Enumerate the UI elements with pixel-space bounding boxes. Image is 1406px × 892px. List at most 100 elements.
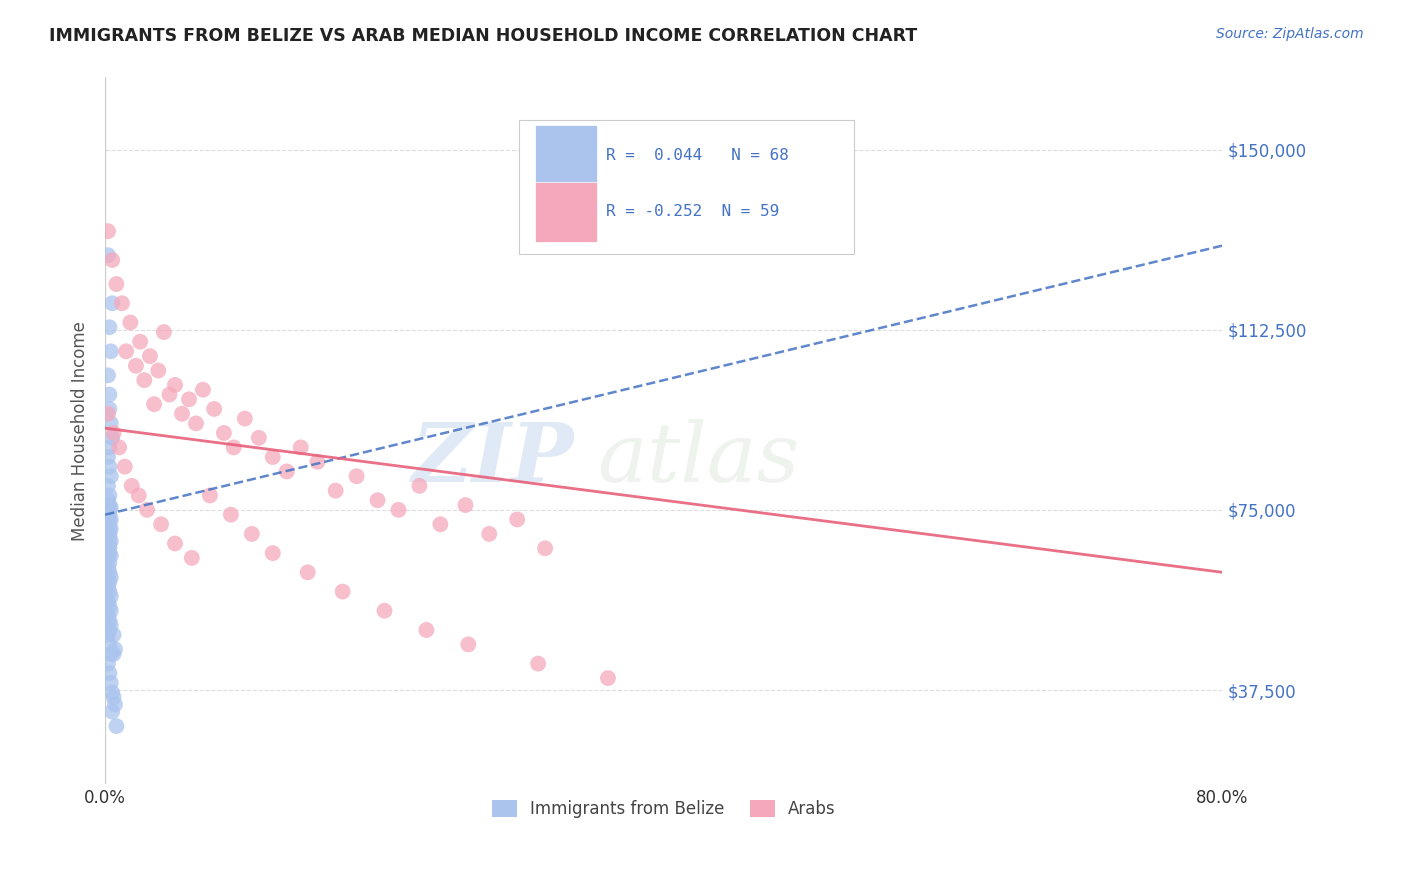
Point bbox=[325, 483, 347, 498]
Point bbox=[97, 248, 120, 262]
Point bbox=[97, 550, 120, 565]
Text: R =  0.044   N = 68: R = 0.044 N = 68 bbox=[606, 148, 789, 163]
Point bbox=[307, 455, 329, 469]
Point bbox=[103, 628, 125, 642]
Point bbox=[387, 503, 409, 517]
Point bbox=[128, 488, 150, 502]
Point bbox=[139, 349, 162, 363]
Point bbox=[97, 628, 120, 642]
Point bbox=[97, 224, 120, 238]
Point bbox=[108, 441, 131, 455]
Point bbox=[104, 642, 127, 657]
Point bbox=[98, 515, 121, 529]
Point bbox=[100, 590, 122, 604]
Point bbox=[103, 690, 125, 705]
Point bbox=[134, 373, 156, 387]
Point bbox=[143, 397, 166, 411]
Point bbox=[222, 441, 245, 455]
Point bbox=[177, 392, 200, 407]
Point bbox=[97, 517, 120, 532]
Point bbox=[97, 368, 120, 383]
Point bbox=[129, 334, 152, 349]
Text: ZIP: ZIP bbox=[412, 419, 575, 499]
Point bbox=[100, 417, 122, 431]
Point bbox=[105, 719, 128, 733]
Point bbox=[98, 584, 121, 599]
FancyBboxPatch shape bbox=[536, 125, 596, 186]
Point bbox=[98, 566, 121, 580]
Point bbox=[114, 459, 136, 474]
Point bbox=[373, 604, 395, 618]
Point bbox=[100, 647, 122, 661]
Point bbox=[180, 550, 202, 565]
Point bbox=[103, 425, 125, 440]
Point bbox=[346, 469, 368, 483]
Point bbox=[98, 613, 121, 627]
Y-axis label: Median Household Income: Median Household Income bbox=[72, 320, 89, 541]
Point bbox=[100, 549, 122, 563]
Point bbox=[97, 608, 120, 623]
Text: IMMIGRANTS FROM BELIZE VS ARAB MEDIAN HOUSEHOLD INCOME CORRELATION CHART: IMMIGRANTS FROM BELIZE VS ARAB MEDIAN HO… bbox=[49, 27, 918, 45]
Point bbox=[105, 277, 128, 291]
Point bbox=[101, 705, 124, 719]
Point bbox=[408, 479, 430, 493]
Point bbox=[98, 637, 121, 651]
Point bbox=[415, 623, 437, 637]
Point bbox=[120, 316, 142, 330]
Point bbox=[97, 510, 120, 524]
Point bbox=[429, 517, 451, 532]
Point bbox=[170, 407, 193, 421]
Point bbox=[103, 647, 125, 661]
Point bbox=[97, 524, 120, 539]
Point bbox=[98, 401, 121, 416]
Point bbox=[100, 522, 122, 536]
Point bbox=[97, 407, 120, 421]
Point bbox=[98, 320, 121, 334]
Text: atlas: atlas bbox=[596, 419, 799, 499]
Point bbox=[534, 541, 557, 556]
Point bbox=[111, 296, 134, 310]
Point bbox=[367, 493, 389, 508]
Point bbox=[150, 517, 173, 532]
Legend: Immigrants from Belize, Arabs: Immigrants from Belize, Arabs bbox=[485, 793, 842, 825]
Point bbox=[202, 401, 225, 416]
Point bbox=[240, 527, 263, 541]
Point bbox=[262, 546, 284, 560]
Point bbox=[100, 570, 122, 584]
Point bbox=[262, 450, 284, 464]
Point bbox=[596, 671, 619, 685]
Point bbox=[100, 512, 122, 526]
Point bbox=[332, 584, 354, 599]
Point bbox=[104, 698, 127, 712]
Point bbox=[97, 479, 120, 493]
Point bbox=[247, 431, 270, 445]
Point bbox=[136, 503, 159, 517]
Point bbox=[97, 450, 120, 464]
Point bbox=[506, 512, 529, 526]
Point bbox=[98, 508, 121, 522]
Point bbox=[97, 493, 120, 508]
Point bbox=[527, 657, 550, 671]
Text: Source: ZipAtlas.com: Source: ZipAtlas.com bbox=[1216, 27, 1364, 41]
Point bbox=[98, 529, 121, 543]
Point bbox=[100, 500, 122, 515]
Point bbox=[276, 465, 298, 479]
Point bbox=[97, 532, 120, 546]
Point bbox=[125, 359, 148, 373]
Point bbox=[98, 488, 121, 502]
Point bbox=[97, 657, 120, 671]
Point bbox=[219, 508, 242, 522]
Point bbox=[98, 623, 121, 637]
Point bbox=[115, 344, 138, 359]
Point bbox=[478, 527, 501, 541]
Point bbox=[198, 488, 221, 502]
Point bbox=[457, 637, 479, 651]
Point bbox=[159, 387, 181, 401]
Point bbox=[100, 534, 122, 549]
Point bbox=[98, 519, 121, 533]
Point bbox=[290, 441, 312, 455]
Point bbox=[297, 566, 319, 580]
Point bbox=[100, 344, 122, 359]
Point bbox=[212, 425, 235, 440]
Point bbox=[153, 325, 176, 339]
